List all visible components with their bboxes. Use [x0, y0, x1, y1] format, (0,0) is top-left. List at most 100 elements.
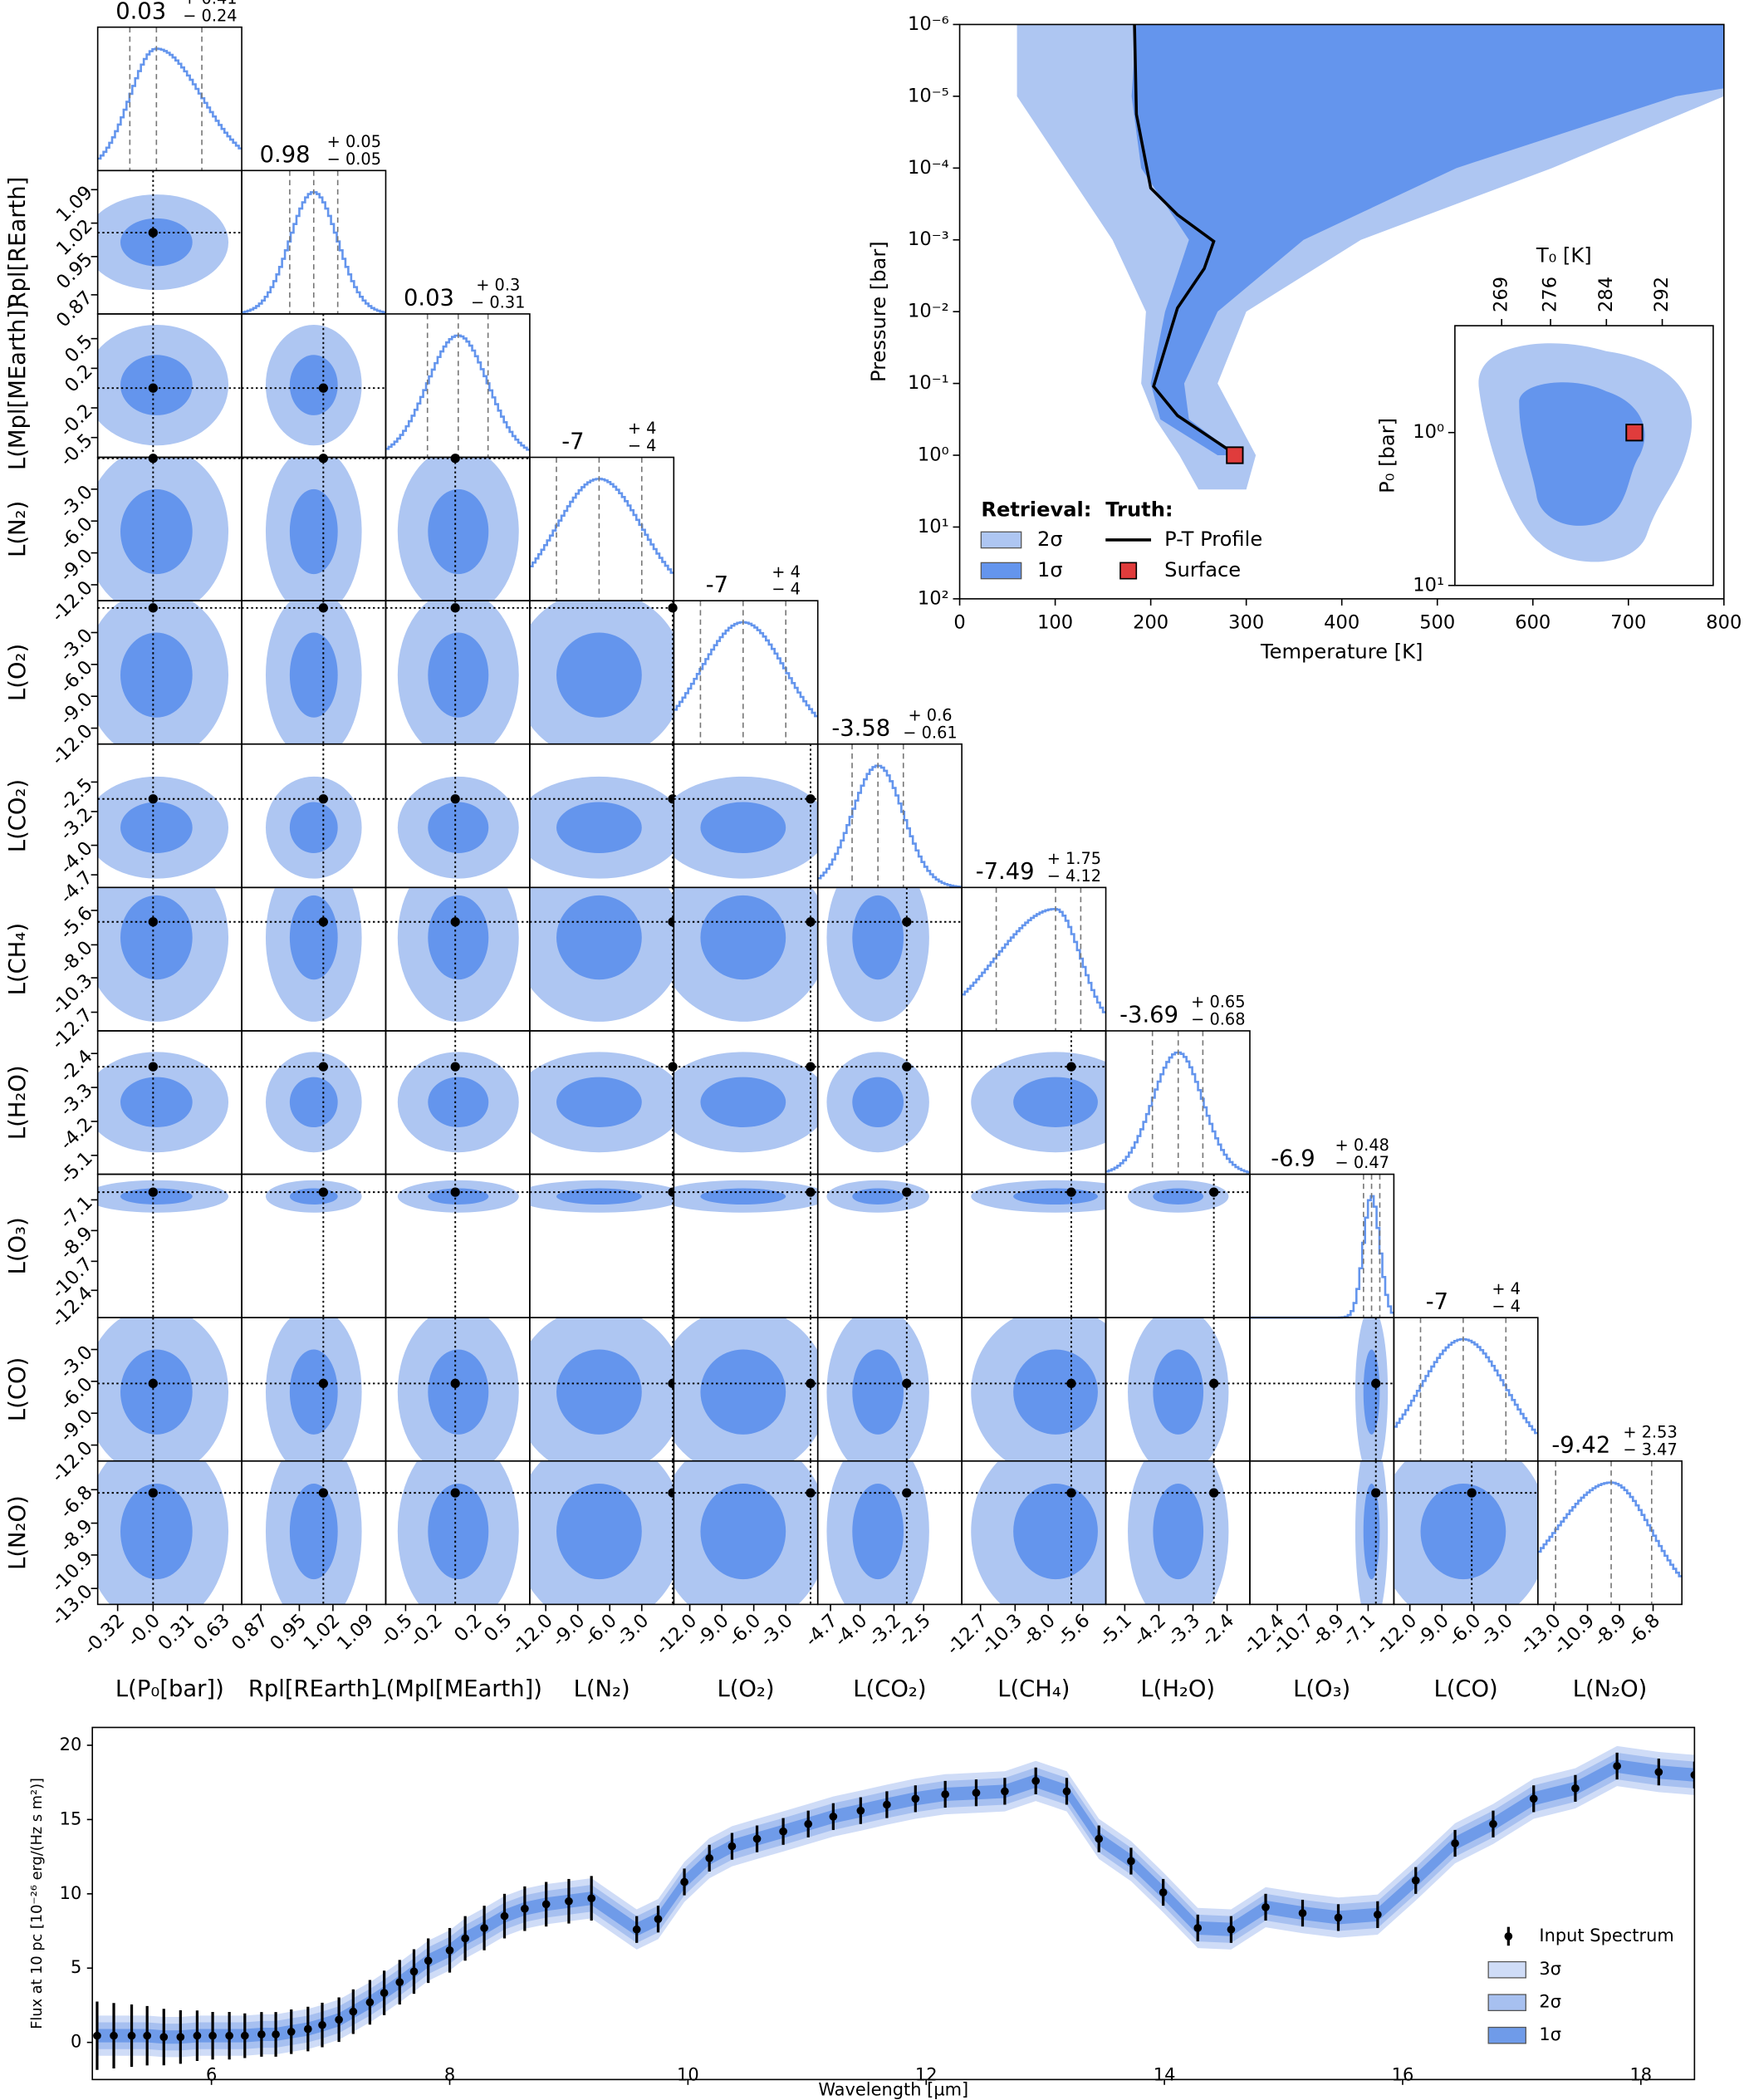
- data-point: [883, 1800, 891, 1809]
- legend-swatch: [980, 562, 1022, 580]
- data-point: [1451, 1839, 1459, 1847]
- histogram: [1537, 1481, 1683, 1577]
- panel: [242, 1317, 386, 1461]
- x-tick-label: 276: [1540, 277, 1561, 312]
- x-tick-label: -0.2: [405, 1610, 446, 1651]
- panel: [1105, 1317, 1250, 1461]
- x-axis-label: Wavelength [µm]: [818, 2079, 968, 2099]
- panel: [529, 1460, 674, 1605]
- y-axis-label: L(CH₄): [5, 923, 31, 995]
- data-point: [941, 1790, 950, 1798]
- contour: [120, 632, 193, 718]
- truth-point: [450, 794, 460, 804]
- x-axis-label: Rpl[REarth]: [248, 1676, 380, 1702]
- data-point: [318, 2020, 326, 2029]
- y-tick-label: 1.02: [52, 215, 97, 260]
- x-tick-label: -6.0: [580, 1610, 620, 1651]
- truth-point: [1208, 1488, 1219, 1498]
- panel: [674, 743, 818, 888]
- data-point: [365, 1998, 375, 2007]
- truth-point: [148, 1187, 158, 1197]
- data-point: [193, 2031, 202, 2040]
- x-tick-label: 200: [1133, 611, 1168, 633]
- panel: [1105, 1460, 1250, 1605]
- y-tick-label: 10¹: [918, 516, 949, 537]
- data-point: [208, 2031, 217, 2040]
- legend-title: Retrieval:: [981, 498, 1091, 521]
- y-tick-label: -3.3: [56, 1080, 96, 1121]
- data-point: [461, 1934, 469, 1943]
- truth-point: [318, 454, 328, 464]
- truth-point: [1625, 424, 1644, 442]
- contour: [289, 488, 338, 575]
- truth-point: [806, 794, 816, 804]
- panel: [242, 743, 386, 888]
- histogram: [817, 764, 963, 888]
- panel: [242, 313, 386, 458]
- confidence-band: [1131, 24, 1724, 456]
- x-tick-label: -6.0: [724, 1610, 765, 1651]
- truth-point: [318, 1062, 328, 1072]
- data-point: [1613, 1762, 1621, 1770]
- histogram: [674, 621, 818, 718]
- data-point: [380, 1989, 389, 1997]
- data-point: [972, 1788, 981, 1798]
- data-point: [752, 1834, 762, 1843]
- y-tick-label: 0.2: [61, 361, 97, 397]
- truth-point: [318, 1187, 328, 1197]
- spectrum-bands: [93, 1745, 1695, 2070]
- x-axis-label: L(CO₂): [853, 1676, 926, 1702]
- truth-point: [148, 383, 158, 393]
- contour: [700, 1349, 786, 1435]
- data-point: [1690, 1770, 1695, 1779]
- panel: [385, 1030, 530, 1175]
- contour: [556, 1188, 642, 1205]
- truth-point: [1066, 1062, 1076, 1072]
- data-point: [349, 2007, 358, 2016]
- y-axis-label: L(N₂): [5, 501, 31, 557]
- panel: [1394, 1460, 1538, 1605]
- x-tick-label: 0.2: [450, 1610, 487, 1646]
- param-err-plus: + 0.48: [1335, 1136, 1389, 1155]
- y-tick-label: 15: [60, 1808, 82, 1828]
- data-point: [565, 1896, 573, 1906]
- contour: [852, 1188, 904, 1205]
- legend-label: 1σ: [1037, 558, 1063, 581]
- data-point: [143, 2031, 152, 2040]
- panel: [962, 1030, 1106, 1175]
- param-value: -3.69: [1119, 1003, 1178, 1028]
- contour: [289, 1484, 338, 1580]
- panel: [529, 1317, 674, 1461]
- legend-swatch: [980, 531, 1022, 549]
- data-point: [1095, 1834, 1104, 1843]
- x-tick-label: -9.0: [692, 1610, 732, 1651]
- truth-point: [1066, 1187, 1076, 1197]
- data-point: [225, 2031, 233, 2040]
- truth-point: [1066, 1378, 1076, 1389]
- param-err-minus: − 0.31: [471, 293, 525, 312]
- data-point: [176, 2033, 185, 2042]
- truth-point: [148, 1062, 158, 1072]
- panel-frame: [96, 26, 242, 172]
- x-axis-label: T₀ [K]: [1536, 243, 1592, 267]
- y-tick-label: -9.0: [56, 689, 96, 729]
- param-err-plus: + 1.75: [1047, 849, 1101, 868]
- data-point: [240, 2031, 249, 2040]
- param-err-minus: − 0.47: [1335, 1153, 1389, 1172]
- y-tick-label: 10¹: [1413, 574, 1444, 596]
- panel: [97, 170, 242, 314]
- truth-point: [148, 794, 158, 804]
- truth-point: [1467, 1488, 1477, 1498]
- truth-point: [1371, 1488, 1381, 1498]
- panel: [242, 1174, 386, 1318]
- panel: [97, 1317, 242, 1461]
- axes-frame: [1454, 325, 1714, 586]
- contour: [428, 1349, 489, 1435]
- x-tick-label: 400: [1324, 611, 1359, 633]
- contour: [852, 895, 904, 980]
- panel: [962, 1460, 1106, 1605]
- y-axis-label: L(Mpl[MEarth]): [5, 301, 31, 470]
- data-point: [1334, 1913, 1343, 1922]
- y-tick-label: 10²: [918, 587, 949, 609]
- contour: [120, 1349, 193, 1435]
